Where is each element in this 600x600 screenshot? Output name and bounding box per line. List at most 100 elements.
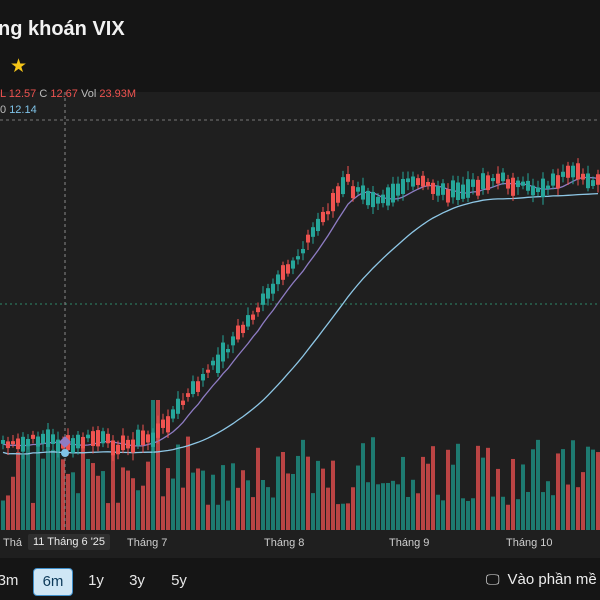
price-chart[interactable] <box>0 92 600 530</box>
volume-bar <box>596 452 600 530</box>
x-label: Tháng 7 <box>127 537 168 549</box>
crosshair-ma-marker <box>61 449 69 457</box>
volume-bar <box>541 492 545 530</box>
volume-bar <box>136 490 140 530</box>
ma-prefix: 0 <box>0 104 7 116</box>
candle-body <box>426 182 430 187</box>
candle-body <box>286 264 290 274</box>
candle-body <box>406 178 410 183</box>
candle-body <box>216 354 220 373</box>
volume-bar <box>566 484 570 530</box>
volume-bar <box>466 500 470 530</box>
range-button-5y[interactable]: 5y <box>171 572 187 589</box>
candle-body <box>46 429 50 447</box>
volume-bar <box>426 463 430 530</box>
volume-bar <box>506 504 510 530</box>
volume-bar <box>496 468 500 530</box>
candle-body <box>516 180 520 188</box>
range-button-3m[interactable]: 3m <box>0 572 19 589</box>
candle-body <box>101 431 105 444</box>
candle-body <box>176 398 180 414</box>
range-button-6m[interactable]: 6m <box>33 568 73 596</box>
volume-bar <box>206 504 210 530</box>
candle-body <box>376 196 380 204</box>
candle-body <box>306 234 310 243</box>
volume-bar <box>126 470 130 530</box>
volume-bar <box>476 445 480 530</box>
volume-bar <box>386 482 390 530</box>
volume-bar <box>211 474 215 530</box>
range-button-3y[interactable]: 3y <box>129 572 145 589</box>
vol-label: Vol <box>80 88 97 100</box>
candle-body <box>71 438 75 453</box>
candle-body <box>211 360 215 366</box>
volume-bar <box>71 472 75 530</box>
volume-bar <box>306 456 310 530</box>
volume-bar <box>446 449 450 530</box>
candle-body <box>451 180 455 198</box>
candle-body <box>521 181 525 186</box>
volume-bar <box>281 452 285 530</box>
candle-body <box>201 373 205 381</box>
candle-body <box>271 283 275 294</box>
candle-body <box>486 175 490 191</box>
volume-bar <box>251 497 255 530</box>
volume-bar <box>296 455 300 530</box>
volume-bar <box>291 473 295 530</box>
star-icon[interactable]: ★ <box>10 56 28 77</box>
candle-body <box>326 211 330 215</box>
candle-body <box>161 419 165 428</box>
open-app-link[interactable]: 🖵 Vào phần mề <box>486 571 597 588</box>
candle-body <box>11 441 15 445</box>
volume-bar <box>46 437 50 530</box>
volume-bar <box>56 446 60 530</box>
volume-bar <box>591 449 595 530</box>
candle-body <box>191 381 195 395</box>
candle-body <box>456 182 460 201</box>
volume-bar <box>486 447 490 530</box>
volume-bar <box>266 487 270 530</box>
volume-bar <box>6 495 10 530</box>
candle-body <box>291 260 295 269</box>
volume-bar <box>571 440 575 530</box>
range-toolbar: 3m 6m 1y 3y 5y 🖵 Vào phần mề <box>0 558 600 600</box>
volume-bar <box>301 439 305 530</box>
x-axis: Thá 11 Tháng 6 '25 Tháng 7 Tháng 8 Tháng… <box>0 530 600 558</box>
candle-body <box>51 434 55 444</box>
candle-body <box>276 274 280 285</box>
volume-bar <box>176 444 180 530</box>
volume-bar <box>471 498 475 530</box>
candle-body <box>181 400 185 405</box>
candle-body <box>416 178 420 186</box>
candle-body <box>221 342 225 362</box>
volume-bar <box>546 481 550 530</box>
volume-bar <box>286 473 290 530</box>
volume-bar <box>351 487 355 530</box>
volume-bar <box>576 487 580 530</box>
volume-bar <box>121 467 125 530</box>
candle-body <box>106 433 110 444</box>
candle-body <box>536 187 540 193</box>
volume-bar <box>191 472 195 530</box>
volume-bar <box>431 446 435 530</box>
candle-body <box>491 178 495 182</box>
candle-body <box>371 191 375 208</box>
candle-body <box>311 227 315 237</box>
candle-body <box>81 436 85 449</box>
volume-bar <box>151 400 155 530</box>
candle-body <box>336 186 340 203</box>
volume-bar <box>331 460 335 530</box>
ohlc-legend: L 12.57 C 12.67 Vol 23.93M <box>0 88 136 100</box>
volume-bar <box>441 500 445 530</box>
volume-bar <box>236 487 240 530</box>
range-button-1y[interactable]: 1y <box>88 572 104 589</box>
volume-bar <box>81 437 85 530</box>
volume-bar <box>311 493 315 530</box>
candle-body <box>581 173 585 180</box>
candle-body <box>531 185 535 196</box>
volume-bar <box>171 478 175 530</box>
volume-bar <box>61 459 65 530</box>
candle-body <box>346 174 350 182</box>
volume-bar <box>391 480 395 530</box>
candle-body <box>551 173 555 186</box>
